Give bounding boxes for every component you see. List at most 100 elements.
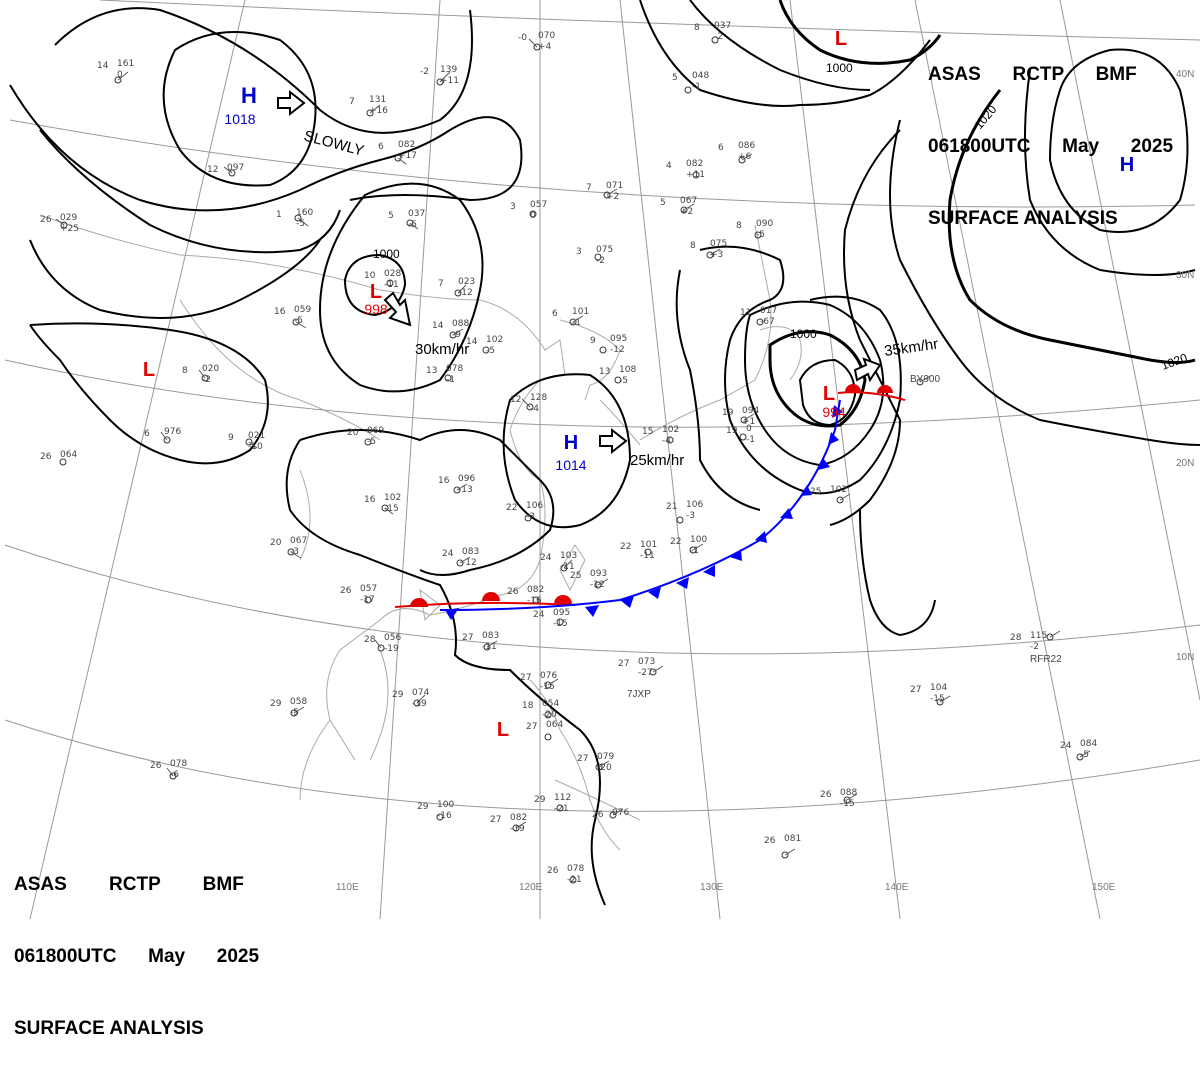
station-tendency: -27 (638, 668, 653, 678)
station-pressure: 161 (117, 59, 134, 69)
station-pressure: 139 (440, 65, 457, 75)
station-pressure: 097 (227, 163, 244, 173)
high-mongolia-value: 1018 (224, 111, 255, 127)
station-temp: 26 (592, 810, 604, 820)
station-pressure: 976 (164, 427, 181, 437)
station-temp: 3 (510, 202, 516, 212)
station-pressure: 064 (60, 450, 77, 460)
station-temp: 3 (576, 247, 582, 257)
station-temp: 11 (740, 308, 751, 318)
station-temp: 14 (97, 61, 109, 71)
station-pressure: 081 (784, 834, 801, 844)
station-pressure: 160 (296, 208, 313, 218)
station-wind-barbs (55, 38, 1091, 856)
station-tendency: -5 (294, 316, 303, 326)
station-pressure: 070 (538, 31, 555, 41)
station-temp: 27 (577, 754, 588, 764)
isobar-label-1000-china: 1000 (373, 247, 400, 261)
station-temp: 1 (276, 210, 282, 220)
header-month: May (1062, 136, 1100, 157)
lat-label-20n: 20N (1176, 458, 1194, 469)
station-pressure: 048 (692, 71, 709, 81)
station-temp: 15 (642, 427, 653, 437)
footer-title: SURFACE ANALYSIS (14, 1018, 204, 1039)
station-tendency: -15 (540, 682, 555, 692)
low-japan-letter: L (823, 383, 835, 405)
station-temp: 10 (364, 271, 376, 281)
station-tendency: -2 (202, 375, 211, 385)
station-pressure: 093 (590, 569, 607, 579)
header-year: 2025 (1130, 136, 1174, 157)
station-temp: 12 (510, 395, 521, 405)
station-pressure: 106 (526, 501, 543, 511)
station-temp: 8 (694, 23, 700, 33)
motion-label-25kmhr: 25km/hr (630, 452, 684, 469)
station-pressure: 059 (294, 305, 311, 315)
station-temp: 18 (522, 701, 534, 711)
station-temp: 19 (722, 408, 734, 418)
station-temp: 26 (340, 586, 352, 596)
isobars (9, 0, 1200, 906)
station-pressure: 057 (530, 200, 547, 210)
station-temp: -2 (420, 67, 429, 77)
station-temp: 26 (40, 215, 52, 225)
station-pressure: 079 (597, 752, 614, 762)
ship-ids: RFR22 7JXP BY900 (627, 374, 1062, 700)
motion-arrows (277, 89, 882, 455)
surface-analysis-chart: H 1018 H 1014 H L 998 L 994 L L L SLOWLY… (4, 0, 1200, 919)
cold-front (439, 399, 843, 620)
ship-id-by900: BY900 (910, 374, 940, 385)
lon-label-150e: 150E (1092, 882, 1116, 893)
station-tendency: -3 (526, 512, 535, 522)
ship-id-7jxp: 7JXP (627, 689, 651, 700)
station-pressure: 0 (746, 424, 752, 434)
station-temp: 5 (660, 198, 666, 208)
low-china-letter: L (370, 281, 382, 303)
station-pressure: 054 (542, 699, 559, 709)
station-temp: 26 (764, 836, 776, 846)
station-tendency: -20 (597, 763, 612, 773)
station-tendency: -19 (384, 644, 399, 654)
station-tendency: -21 (567, 875, 582, 885)
station-pressure: 102 (486, 335, 503, 345)
station-temp: 9 (228, 433, 234, 443)
station-tendency: -12 (462, 558, 477, 568)
station-tendency: 0 (117, 70, 123, 80)
station-tendency: -3 (686, 511, 695, 521)
station-tendency: -1 (746, 435, 755, 445)
graticule-labels: 40N 30N 20N 10N 110E 120E 130E 140E 150E (336, 69, 1194, 893)
station-pressure: 082 (398, 140, 415, 150)
station-temp: 5 (672, 73, 678, 83)
station-tendency: -1 (572, 318, 581, 328)
header-station: RCTP (1012, 64, 1064, 85)
station-tendency: -20 (542, 710, 557, 720)
station-tendency: +4 (538, 42, 552, 52)
station-temp: 29 (270, 699, 282, 709)
station-temp: 20 (347, 428, 359, 438)
station-temp: 8 (736, 221, 742, 231)
station-tendency: -1 (690, 546, 699, 556)
station-pressure: 128 (530, 393, 547, 403)
station-pressure: 057 (360, 584, 377, 594)
station-pressure: 076 (540, 671, 557, 681)
station-tendency: -10 (248, 442, 263, 452)
lon-label-120e: 120E (519, 882, 543, 893)
station-tendency: -11 (482, 642, 497, 652)
station-tendency: -16 (527, 596, 542, 606)
station-temp: 7 (349, 97, 355, 107)
station-pressure: 096 (458, 474, 475, 484)
header-region: ASAS (928, 64, 981, 85)
station-tendency: -5 (367, 437, 376, 447)
station-tendency: +16 (369, 106, 388, 116)
footer-time: 061800UTC (14, 946, 117, 967)
station-tendency: -12 (590, 580, 605, 590)
station-temp: 26 (547, 866, 559, 876)
motion-label-30kmhr: 30km/hr (415, 341, 469, 358)
station-pressure: 028 (384, 269, 401, 279)
station-pressure: 095 (610, 334, 627, 344)
station-temp: 12 (207, 165, 218, 175)
station-tendency: +2 (606, 192, 619, 202)
station-pressure: 086 (738, 141, 755, 151)
station-pressure: 078 (567, 864, 584, 874)
station-temp: 27 (526, 722, 537, 732)
